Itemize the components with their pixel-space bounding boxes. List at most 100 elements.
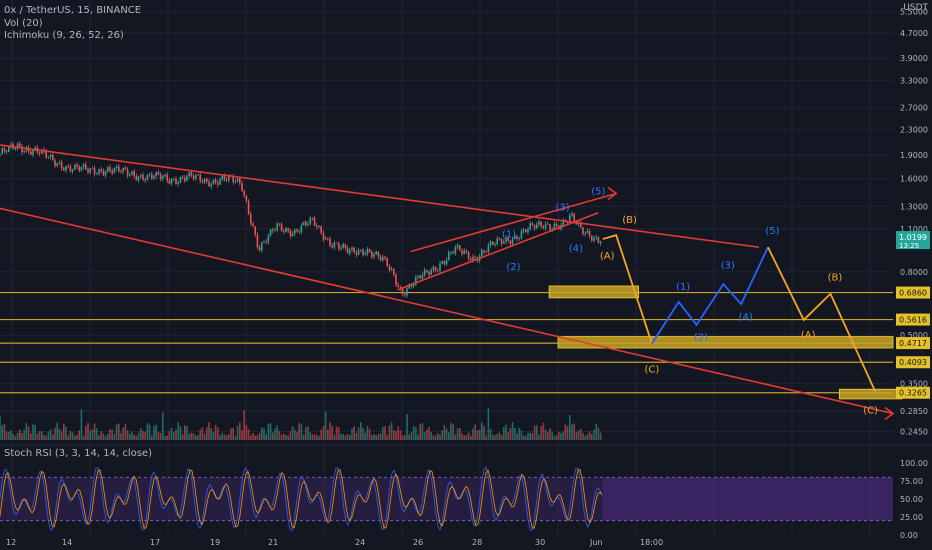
- candle-body: [274, 230, 276, 231]
- volume-bar: [509, 427, 512, 440]
- volume-bar: [588, 431, 591, 440]
- volume-bar: [102, 433, 105, 440]
- volume-bar: [241, 430, 243, 440]
- current-price-label: 1.0199: [899, 233, 927, 242]
- volume-bar: [223, 434, 226, 440]
- volume-bar: [573, 423, 575, 440]
- volume-bar: [272, 432, 274, 440]
- volume-bar: [89, 430, 91, 440]
- volume-bar: [19, 429, 21, 440]
- volume-bar: [566, 426, 569, 440]
- volume-bar: [467, 432, 470, 440]
- volume-bars: [0, 407, 602, 440]
- volume-bar: [498, 432, 501, 440]
- time-tick-label: 14: [62, 538, 72, 547]
- volume-legend[interactable]: Vol (20): [4, 18, 43, 29]
- candle-body: [247, 201, 250, 214]
- volume-bar: [377, 433, 380, 440]
- volume-bar: [155, 424, 157, 440]
- volume-bar: [514, 427, 516, 440]
- volume-bar: [316, 434, 318, 440]
- volume-bar: [146, 423, 149, 440]
- candle-body: [78, 166, 80, 171]
- candle-body: [245, 195, 248, 202]
- volume-bar: [437, 433, 439, 440]
- symbol-legend[interactable]: 0x / TetherUS, 15, BINANCE: [4, 5, 142, 16]
- volume-bar: [443, 424, 446, 440]
- candle-body: [135, 176, 138, 181]
- volume-bar: [575, 432, 578, 440]
- candle-body: [212, 179, 215, 184]
- volume-bar: [324, 411, 327, 440]
- candle-body: [5, 151, 8, 152]
- volume-bar: [56, 422, 58, 440]
- volume-bar: [245, 424, 248, 440]
- candle-body: [349, 250, 351, 254]
- candle-body: [368, 248, 371, 252]
- volume-bar: [263, 428, 265, 440]
- time-axis[interactable]: 12 14 17 19 21 24 26 28 30 Jun 18:00: [6, 538, 663, 547]
- stoch-rsi-legend[interactable]: Stoch RSI (3, 3, 14, 14, close): [4, 448, 152, 459]
- candle-body: [428, 271, 430, 275]
- candle-body: [261, 242, 263, 251]
- volume-bar: [225, 435, 228, 440]
- candle-body: [181, 176, 184, 178]
- volume-bar: [82, 435, 85, 440]
- price-axis[interactable]: 5.5000 4.7000 3.9000 3.3000 2.7000 2.3000 1.90…: [896, 8, 930, 540]
- candle-body: [91, 168, 94, 170]
- candle-body: [412, 284, 415, 287]
- volume-bar: [450, 422, 452, 440]
- candle-body: [437, 270, 439, 272]
- candle-body: [177, 182, 179, 184]
- candle-body: [432, 266, 435, 271]
- volume-bar: [30, 433, 32, 440]
- support-price-label: 0.4093: [899, 358, 927, 367]
- volume-bar: [421, 423, 424, 440]
- volume-bar: [208, 422, 210, 440]
- volume-bar: [393, 429, 395, 440]
- candle-body: [494, 244, 496, 245]
- ichimoku-legend[interactable]: Ichimoku (9, 26, 52, 26): [4, 30, 124, 41]
- volume-bar: [423, 432, 426, 440]
- candle-body: [228, 175, 230, 181]
- candle-body: [250, 213, 252, 224]
- volume-bar: [96, 428, 98, 440]
- volume-bar: [186, 426, 188, 440]
- volume-bar: [390, 422, 393, 440]
- volume-bar: [69, 431, 72, 440]
- candle-body: [302, 221, 305, 226]
- candle-body: [0, 153, 1, 155]
- volume-bar: [388, 425, 391, 440]
- volume-bar: [113, 433, 116, 440]
- candle-body: [492, 241, 494, 245]
- volume-bar: [91, 429, 94, 440]
- volume-bar: [85, 425, 87, 440]
- wave-label: (C): [644, 364, 659, 375]
- volume-bar: [148, 424, 151, 440]
- candle-body: [221, 175, 223, 179]
- volume-bar: [47, 431, 50, 440]
- volume-bar: [239, 422, 241, 440]
- volume-bar: [476, 430, 479, 440]
- price-tick-label: 0.2450: [900, 427, 928, 436]
- volume-bar: [302, 434, 305, 440]
- candle-body: [69, 166, 72, 172]
- volume-bar: [309, 432, 311, 440]
- candle-body: [32, 149, 34, 155]
- candle-body: [399, 287, 402, 289]
- volume-bar: [43, 435, 45, 440]
- candle-body: [173, 178, 175, 180]
- volume-bar: [338, 427, 340, 440]
- support-price-badge: [896, 313, 930, 326]
- target-zones: [548, 285, 903, 400]
- candle-body: [190, 172, 193, 177]
- candle-body: [529, 223, 531, 230]
- candle-body: [52, 154, 54, 161]
- volume-bar: [527, 432, 529, 440]
- volume-bar: [49, 429, 52, 440]
- volume-bar: [346, 434, 349, 440]
- volume-bar: [492, 434, 494, 440]
- candle-body: [280, 224, 283, 231]
- wave-label: (5): [765, 226, 779, 237]
